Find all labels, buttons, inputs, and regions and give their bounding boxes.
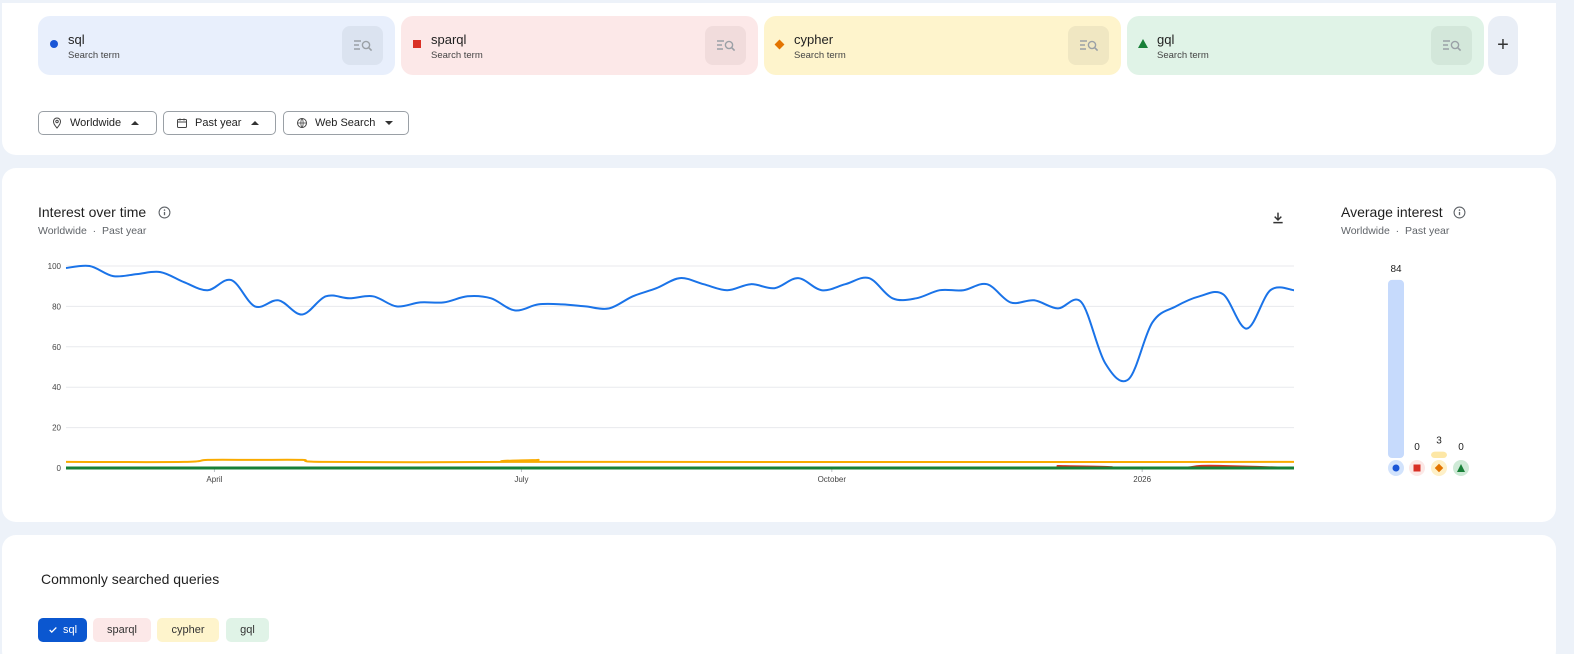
interest-card: [2, 168, 1556, 522]
avg-bar-sql: [1388, 279, 1404, 458]
interest-over-time-title: Interest over time: [38, 204, 147, 220]
series-line-sql: [65, 264, 1295, 383]
time-filter[interactable]: Past year: [163, 111, 276, 135]
search-list-icon: [1079, 39, 1098, 51]
query-chip-label: sparql: [107, 624, 137, 636]
y-tick-label: 80: [52, 302, 61, 311]
triangle-marker-icon: [1457, 464, 1465, 472]
average-interest-subtitle: Worldwide · Past year: [1341, 225, 1449, 237]
term-subtitle: Search term: [431, 50, 483, 61]
search-list-icon: [716, 39, 735, 51]
average-interest-title: Average interest: [1341, 204, 1443, 220]
term-chip-cypher[interactable]: cypher Search term: [764, 16, 1121, 75]
query-chip-label: sql: [62, 624, 78, 636]
interest-over-time-subtitle: Worldwide · Past year: [38, 225, 146, 237]
x-tick-label: April: [206, 475, 222, 484]
subtitle-time: Past year: [102, 225, 147, 237]
circle-marker-icon: [50, 40, 58, 48]
query-chip-gql[interactable]: gql: [226, 618, 269, 642]
square-marker-icon: [413, 40, 421, 48]
avg-value-label: 3: [1436, 436, 1442, 447]
term-chip-sql[interactable]: sql Search term: [38, 16, 395, 75]
search-list-icon: [353, 39, 372, 51]
x-tick-label: July: [514, 475, 528, 484]
avg-bar-cypher: [1431, 451, 1447, 458]
time-filter-label: Past year: [195, 117, 242, 129]
subtitle-time: Past year: [1405, 225, 1450, 237]
term-subtitle: Search term: [794, 50, 846, 61]
y-tick-label: 60: [52, 343, 61, 352]
term-chip-sparql[interactable]: sparql Search term: [401, 16, 758, 75]
query-chip-sql[interactable]: sql: [38, 618, 87, 642]
property-filter-label: Web Search: [315, 117, 376, 129]
subtitle-location: Worldwide: [38, 225, 87, 237]
compare-search-button[interactable]: [1431, 26, 1472, 65]
query-chip-cypher[interactable]: cypher: [157, 618, 219, 642]
y-tick-label: 0: [57, 464, 62, 473]
calendar-icon: [177, 118, 187, 128]
query-chip-sparql[interactable]: sparql: [93, 618, 151, 642]
series-line-cypher: [65, 458, 1295, 464]
compare-search-button[interactable]: [705, 26, 746, 65]
globe-icon: [297, 118, 307, 128]
average-interest-bar-chart: 84 0 3 0: [1388, 264, 1469, 476]
term-name: cypher: [794, 32, 834, 47]
interest-line-chart: 0 20 40 60 80 100 April July October 2026: [48, 262, 1295, 484]
term-name: sparql: [431, 32, 467, 47]
queries-title: Commonly searched queries: [41, 571, 220, 587]
query-chip-label: cypher: [171, 624, 205, 636]
diamond-marker-icon: [774, 39, 785, 50]
x-tick-label: 2026: [1133, 475, 1151, 484]
caret-up-icon: [131, 121, 140, 125]
caret-up-icon: [251, 121, 260, 125]
compare-search-button[interactable]: [342, 26, 383, 65]
caret-down-icon: [385, 121, 394, 125]
compare-search-button[interactable]: [1068, 26, 1109, 65]
info-icon[interactable]: [158, 206, 171, 219]
location-pin-icon: [52, 117, 62, 129]
square-marker-icon: [1413, 464, 1421, 472]
term-chip-gql[interactable]: gql Search term: [1127, 16, 1484, 75]
x-tick-label: October: [818, 475, 847, 484]
avg-value-label: 0: [1414, 442, 1420, 453]
subtitle-separator: ·: [1395, 225, 1400, 237]
subtitle-location: Worldwide: [1341, 225, 1390, 237]
property-filter[interactable]: Web Search: [283, 111, 409, 135]
subtitle-separator: ·: [92, 225, 97, 237]
term-subtitle: Search term: [1157, 50, 1209, 61]
circle-marker-icon: [1392, 464, 1400, 472]
location-filter-label: Worldwide: [70, 117, 122, 129]
term-name: gql: [1157, 32, 1175, 47]
term-subtitle: Search term: [68, 50, 120, 61]
add-term-button[interactable]: +: [1488, 16, 1518, 75]
check-icon: [49, 627, 57, 633]
y-tick-label: 20: [52, 424, 61, 433]
y-tick-label: 40: [52, 383, 61, 392]
query-chip-label: gql: [240, 624, 255, 636]
search-list-icon: [1442, 39, 1461, 51]
y-tick-label: 100: [48, 262, 62, 271]
avg-value-label: 0: [1458, 442, 1464, 453]
triangle-marker-icon: [1138, 39, 1148, 48]
term-name: sql: [68, 32, 85, 47]
avg-value-label: 84: [1390, 264, 1402, 275]
info-icon[interactable]: [1453, 206, 1466, 219]
add-icon: +: [1497, 34, 1509, 56]
download-icon[interactable]: [1270, 210, 1286, 226]
location-filter[interactable]: Worldwide: [38, 111, 157, 135]
